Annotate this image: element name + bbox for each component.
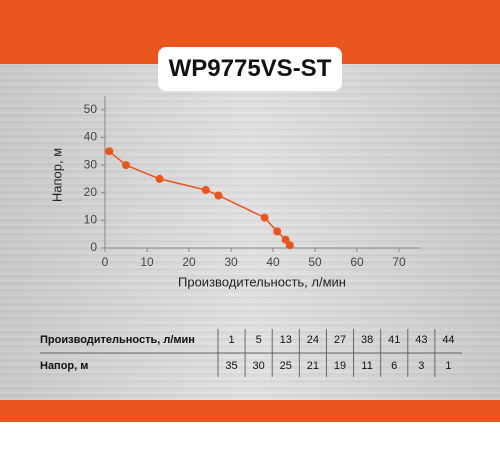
y-tick-label: 30 bbox=[84, 157, 98, 171]
table-cell: 24 bbox=[307, 334, 319, 346]
table-cell: 44 bbox=[442, 334, 454, 346]
y-tick-label: 50 bbox=[84, 102, 98, 116]
table-row-header: Производительность, л/мин bbox=[40, 334, 195, 346]
point bbox=[201, 185, 210, 194]
point bbox=[260, 213, 269, 222]
table-cell: 30 bbox=[253, 360, 265, 372]
table-cell: 27 bbox=[334, 334, 346, 346]
table-cell: 25 bbox=[280, 360, 292, 372]
x-tick-label: 20 bbox=[182, 255, 196, 269]
table-cell: 1 bbox=[445, 360, 451, 372]
point bbox=[214, 191, 223, 200]
y-tick-label: 10 bbox=[84, 213, 98, 227]
x-tick-label: 50 bbox=[308, 255, 322, 269]
background bbox=[0, 62, 500, 400]
point bbox=[155, 174, 164, 183]
point bbox=[122, 161, 130, 170]
title: WP9775VS-ST bbox=[158, 47, 342, 91]
x-axis-label: Производительность, л/мин bbox=[178, 274, 346, 289]
table-cell: 21 bbox=[307, 360, 319, 372]
table-cell: 35 bbox=[225, 360, 237, 372]
x-tick-label: 70 bbox=[392, 255, 406, 269]
table-cell: 11 bbox=[361, 360, 372, 372]
table-cell: 43 bbox=[415, 334, 427, 346]
table-cell: 5 bbox=[256, 334, 262, 346]
table-cell: 41 bbox=[388, 334, 400, 346]
x-tick-label: 10 bbox=[140, 255, 154, 269]
table-cell: 19 bbox=[334, 360, 346, 372]
table-cell: 13 bbox=[280, 334, 292, 346]
y-tick-label: 20 bbox=[84, 185, 98, 199]
point bbox=[273, 227, 282, 236]
y-tick-label: 0 bbox=[90, 240, 97, 254]
y-tick-label: 40 bbox=[84, 130, 98, 144]
y-axis-label: Напор, м bbox=[49, 148, 64, 202]
point bbox=[285, 241, 294, 250]
point bbox=[281, 235, 290, 244]
table-cell: 3 bbox=[418, 360, 424, 372]
table-row-header: Напор, м bbox=[40, 360, 88, 372]
x-tick-label: 40 bbox=[266, 255, 280, 269]
x-tick-label: 30 bbox=[224, 255, 238, 269]
x-tick-label: 60 bbox=[350, 255, 364, 269]
table-cell: 6 bbox=[391, 360, 397, 372]
point bbox=[105, 147, 114, 156]
x-tick-label: 0 bbox=[102, 255, 109, 269]
bottom-band bbox=[0, 400, 500, 422]
line bbox=[108, 150, 291, 246]
table-cell: 1 bbox=[228, 334, 234, 346]
table-cell: 38 bbox=[361, 334, 373, 346]
